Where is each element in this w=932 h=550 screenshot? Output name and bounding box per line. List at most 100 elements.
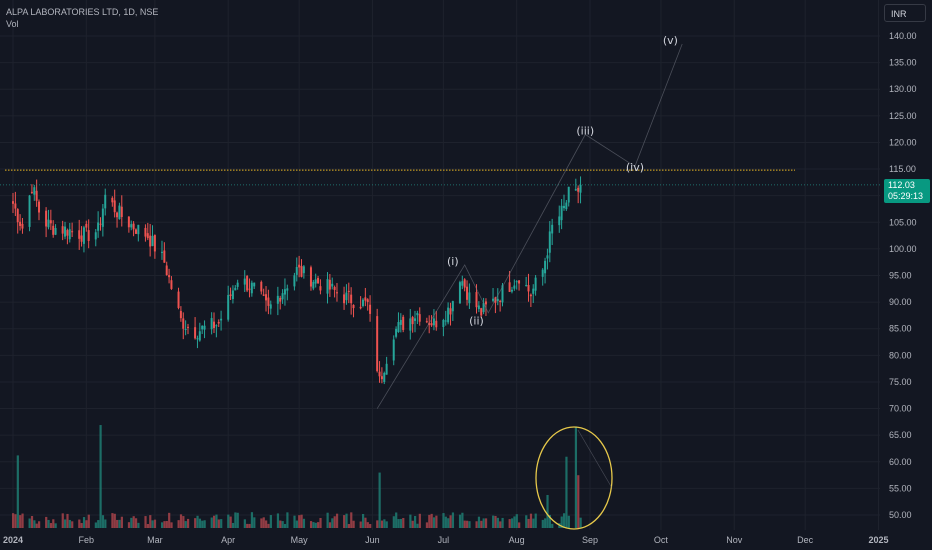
x-tick-label: Feb xyxy=(79,535,95,545)
candle-body xyxy=(85,223,88,228)
volume-bar xyxy=(551,523,554,528)
candle-body xyxy=(577,187,580,192)
volume-bar xyxy=(496,517,499,528)
candle-body xyxy=(196,338,199,340)
candle-body xyxy=(317,277,320,284)
volume-bar xyxy=(68,519,71,528)
candle-body xyxy=(314,279,317,284)
volume-bar xyxy=(347,523,350,528)
candle-body xyxy=(376,316,379,372)
x-tick-label: Jul xyxy=(438,535,450,545)
candle-body xyxy=(574,189,577,191)
bar-countdown: 05:29:13 xyxy=(888,191,924,201)
candle-body xyxy=(71,231,74,233)
volume-bar xyxy=(168,512,171,528)
volume-bar xyxy=(179,514,183,528)
candle-body xyxy=(253,282,256,287)
volume-bar xyxy=(293,515,296,528)
candle-body xyxy=(283,289,286,295)
volume-bar xyxy=(227,514,230,528)
symbol-title[interactable]: ALPA LABORATORIES LTD, 1D, NSE xyxy=(6,7,159,17)
volume-bar xyxy=(395,512,398,528)
volume-bar xyxy=(494,515,497,528)
candle-body xyxy=(116,212,119,218)
candle-body xyxy=(28,195,31,227)
volume-bar xyxy=(130,517,133,528)
volume-bar xyxy=(409,514,412,528)
candle-body xyxy=(137,224,140,235)
y-tick-label: 65.00 xyxy=(889,430,912,440)
volume-bar xyxy=(397,519,400,528)
volume-bar xyxy=(392,516,395,528)
candle-body xyxy=(168,275,171,278)
volume-bar xyxy=(461,512,464,528)
volume-bar xyxy=(151,520,154,528)
candle-body xyxy=(402,316,405,330)
volume-bar xyxy=(182,516,185,528)
volume-bar xyxy=(220,519,223,528)
volume-bar xyxy=(265,520,268,528)
volume-bar xyxy=(527,518,530,528)
candle-body xyxy=(364,297,367,301)
volume-bar xyxy=(35,523,38,528)
volume-bar xyxy=(482,518,485,528)
volume-bar xyxy=(186,518,190,528)
candle-body xyxy=(38,201,41,213)
candle-body xyxy=(468,292,471,304)
volume-bar xyxy=(298,515,301,528)
candle-body xyxy=(300,266,303,277)
ellipse-guide-line xyxy=(577,429,613,489)
volume-bar xyxy=(101,515,105,528)
volume-bar xyxy=(149,515,152,528)
candle-body xyxy=(383,372,386,382)
candle-body xyxy=(246,276,249,291)
volume-bar xyxy=(194,518,197,528)
volume-bar xyxy=(281,521,284,528)
candle-body xyxy=(480,308,483,316)
volume-bar xyxy=(579,517,582,528)
volume-bar xyxy=(213,515,216,528)
volume-bar xyxy=(45,516,48,528)
y-tick-label: 115.00 xyxy=(889,164,916,174)
candle-body xyxy=(560,205,563,221)
volume-bar xyxy=(501,517,504,528)
volume-bar xyxy=(529,513,533,528)
candle-body xyxy=(529,294,532,297)
x-tick-label: Sep xyxy=(582,535,598,545)
volume-bar xyxy=(146,524,149,528)
candle-body xyxy=(113,200,116,213)
volume-bar xyxy=(300,514,303,528)
volume-bar xyxy=(508,519,511,528)
volume-bar xyxy=(269,515,272,528)
currency-button[interactable]: INR xyxy=(884,4,926,22)
candle-body xyxy=(12,201,14,204)
volume-bar xyxy=(302,518,306,528)
candle-body xyxy=(132,223,135,230)
candle-body xyxy=(477,305,480,310)
candle-body xyxy=(269,304,272,309)
candle-body xyxy=(14,203,17,209)
y-tick-label: 55.00 xyxy=(889,483,912,493)
volume-bar xyxy=(468,521,471,528)
candle-body xyxy=(525,284,528,286)
volume-bar xyxy=(364,517,367,528)
candle-body xyxy=(120,206,123,217)
volume-bar xyxy=(28,518,31,528)
candle-body xyxy=(16,209,19,223)
volume-bar xyxy=(66,513,69,528)
volume-bar xyxy=(562,513,566,528)
candle-body xyxy=(35,190,38,201)
volume-bar xyxy=(499,521,502,528)
volume-bar xyxy=(201,520,204,528)
volume-bar xyxy=(510,518,514,528)
y-tick-label: 105.00 xyxy=(889,217,917,227)
candle-body xyxy=(411,317,414,325)
candle-body xyxy=(286,288,289,291)
volume-bar xyxy=(565,456,568,528)
candle-body xyxy=(231,290,234,300)
wave-label: (i) xyxy=(447,255,459,268)
candle-body xyxy=(281,293,284,300)
candle-body xyxy=(527,285,530,292)
volume-indicator-label[interactable]: Vol xyxy=(6,19,19,29)
